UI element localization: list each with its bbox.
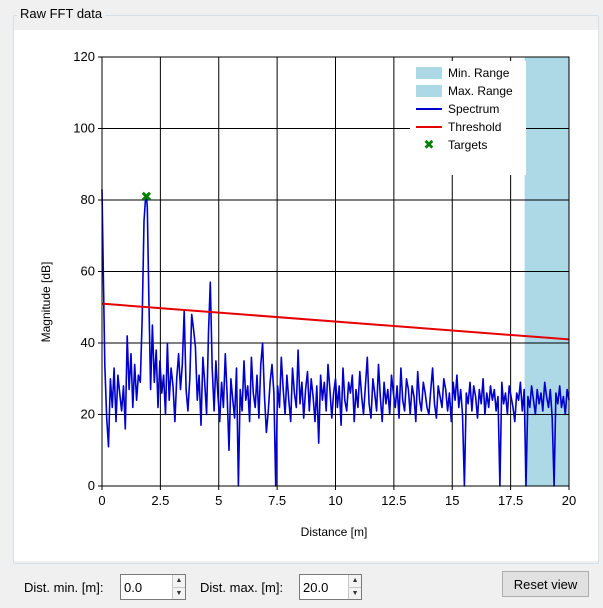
x-tick-label: 10 [328, 493, 342, 508]
y-tick-label: 20 [81, 407, 95, 422]
x-tick-label: 17.5 [498, 493, 523, 508]
y-tick-label: 100 [73, 121, 95, 136]
x-tick-label: 5 [215, 493, 222, 508]
y-tick-label: 120 [73, 49, 95, 64]
dist-max-up-icon[interactable]: ▲ [349, 575, 361, 588]
dist-min-spin-buttons[interactable]: ▲ ▼ [172, 575, 185, 599]
y-axis-label: Magnitude [dB] [39, 262, 53, 343]
legend-swatch-targets: ✖ [424, 137, 435, 152]
target-marker: ✖ [140, 188, 152, 204]
threshold-line [101, 302, 570, 341]
dist-max-label: Dist. max. [m]: [200, 580, 284, 595]
dist-max-input[interactable] [300, 575, 349, 599]
y-tick-label: 40 [81, 335, 95, 350]
dist-max-spin-buttons[interactable]: ▲ ▼ [348, 575, 361, 599]
x-tick-label: 15 [445, 493, 459, 508]
legend-label-min-range: Min. Range [448, 66, 510, 80]
x-tick-label: 7.5 [268, 493, 286, 508]
bottom-toolbar: Dist. min. [m]: ▲ ▼ Dist. max. [m]: ▲ ▼ … [0, 566, 603, 608]
dist-min-label: Dist. min. [m]: [24, 580, 104, 595]
dist-min-input[interactable] [121, 575, 173, 599]
x-tick-label: 0 [98, 493, 105, 508]
dist-min-spinbox[interactable]: ▲ ▼ [120, 574, 186, 600]
dist-max-down-icon[interactable]: ▼ [351, 589, 359, 597]
x-axis-label: Distance [m] [301, 525, 368, 539]
group-title: Raw FFT data [17, 6, 106, 21]
plot-frame [101, 56, 570, 487]
legend-label-threshold: Threshold [448, 120, 501, 134]
dist-min-up-icon[interactable]: ▲ [173, 575, 185, 588]
y-tick-label: 60 [81, 264, 95, 279]
legend-label-spectrum: Spectrum [448, 102, 499, 116]
raw-fft-groupbox [13, 15, 599, 564]
fft-chart[interactable]: 0 2.5 5 7.5 10 12.5 15 17.5 20 0 20 40 60 80 100 120 ✖ M… [14, 30, 598, 561]
y-tick-label: 80 [81, 192, 95, 207]
x-tick-label: 12.5 [381, 493, 406, 508]
legend-swatch-min-range [416, 67, 442, 79]
chart-panel[interactable]: 0 2.5 5 7.5 10 12.5 15 17.5 20 0 20 40 60 80 100 120 ✖ M… [14, 30, 598, 561]
dist-min-down-icon[interactable]: ▼ [175, 589, 183, 597]
legend-swatch-max-range [416, 85, 442, 97]
legend-label-max-range: Max. Range [448, 84, 513, 98]
x-tick-label: 2.5 [151, 493, 169, 508]
chart-legend: Min. Range Max. Range Spectrum Threshold… [410, 61, 526, 175]
legend-box [410, 61, 526, 175]
x-tick-label: 20 [562, 493, 576, 508]
spectrum-line [101, 189, 570, 487]
dist-max-spinbox[interactable]: ▲ ▼ [299, 574, 362, 600]
y-tick-label: 0 [88, 478, 95, 493]
reset-view-button[interactable]: Reset view [502, 571, 589, 597]
legend-label-targets: Targets [448, 138, 487, 152]
